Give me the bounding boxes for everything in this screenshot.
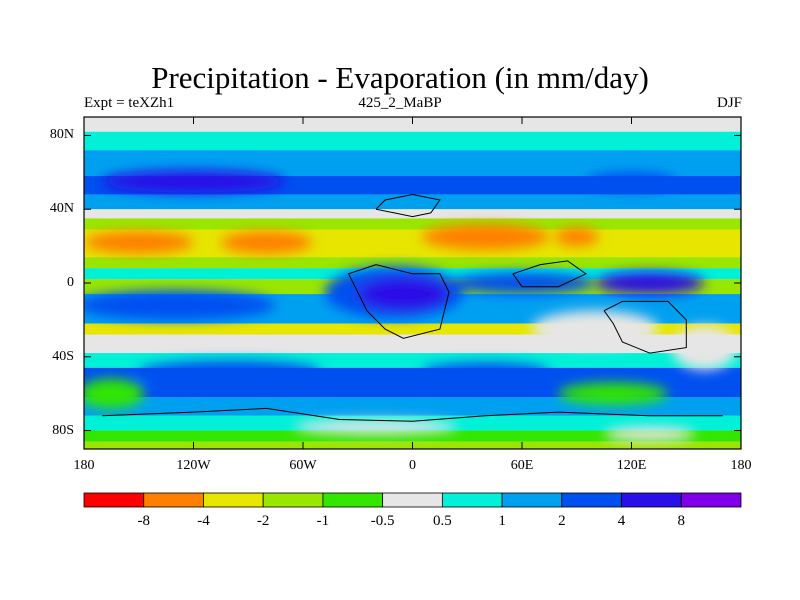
figure-title: Precipitation - Evaporation (in mm/day) [151,60,649,95]
colorbar-label: 4 [617,513,626,529]
field-feature-11 [138,360,322,383]
coastline-3 [102,407,723,422]
colorbar-label: -4 [197,513,210,529]
field-feature-17 [293,419,459,435]
y-tick-label: 0 [67,275,74,290]
colorbar [83,492,742,508]
lat-band-16 [84,397,741,416]
coastline-4 [512,260,587,288]
lat-band-5 [84,209,741,219]
axis-ticks [83,117,742,449]
colorbar-box [501,492,563,508]
colorbar-box [561,492,622,508]
field-feature-16 [558,382,668,405]
field-feature-12 [421,362,550,381]
colorbar-box [262,492,324,508]
x-tick-label: 0 [409,458,416,473]
lat-band-1 [84,131,741,151]
lat-band-4 [84,194,741,210]
season-label: DJF [716,95,742,111]
colorbar-label: 1 [498,513,506,529]
colorbar-box [441,492,503,508]
colorbar-label: 2 [558,513,566,529]
colorbar-box [322,492,384,508]
coastline-0 [347,264,450,339]
field-feature-14 [671,325,738,370]
field-feature-6 [84,290,276,320]
x-tick-label: 60E [510,458,534,473]
coastline-2 [603,300,687,354]
colorbar-box [203,492,264,508]
colorbar-label: -8 [137,513,150,529]
field-feature-5 [585,172,678,191]
colorbar-label: 0.5 [432,513,452,529]
coastline-1 [375,193,441,218]
colorbar-box [83,492,145,508]
colorbar-label: -1 [316,513,330,529]
field-feature-13 [531,310,659,348]
field-feature-2 [421,223,550,250]
lat-band-18 [84,430,741,442]
x-tick-label: 120E [616,458,647,473]
x-tick-label: 180 [730,458,752,473]
y-tick-label: 80N [49,127,74,143]
x-tick-label: 60W [289,458,317,473]
field-feature-8 [357,277,449,311]
lat-band-6 [84,218,741,230]
field-feature-1 [220,231,313,254]
x-tick-label: 180 [73,458,95,473]
y-tick-label: 40S [52,348,74,364]
field-feature-4 [102,170,285,193]
colorbar-box [382,492,443,508]
experiment-label: Expt = teXZh1 [84,95,175,111]
lat-band-12 [84,323,741,335]
field-features [84,170,738,442]
colorbar-label: -0.5 [370,513,395,529]
period-label: 425_2_MaBP [358,95,442,111]
y-tick-label: 80S [52,422,74,438]
x-tick-label: 120W [176,458,211,473]
colorbar-box [143,492,204,508]
lat-band-0 [84,117,741,132]
colorbar-label: 8 [677,513,686,529]
field-feature-0 [84,231,194,254]
field-feature-9 [449,271,595,295]
y-tick-label: 40N [49,201,74,217]
field-feature-3 [554,227,599,247]
colorbar-box [680,492,742,508]
field-feature-18 [604,426,696,442]
field-feature-10 [595,271,705,295]
coastlines [102,193,723,422]
colorbar-label: -2 [256,513,270,529]
map-field [84,117,741,449]
lat-band-7 [84,229,741,258]
lat-band-8 [84,257,741,269]
colorbar-box [621,492,682,508]
field-feature-15 [84,378,145,409]
